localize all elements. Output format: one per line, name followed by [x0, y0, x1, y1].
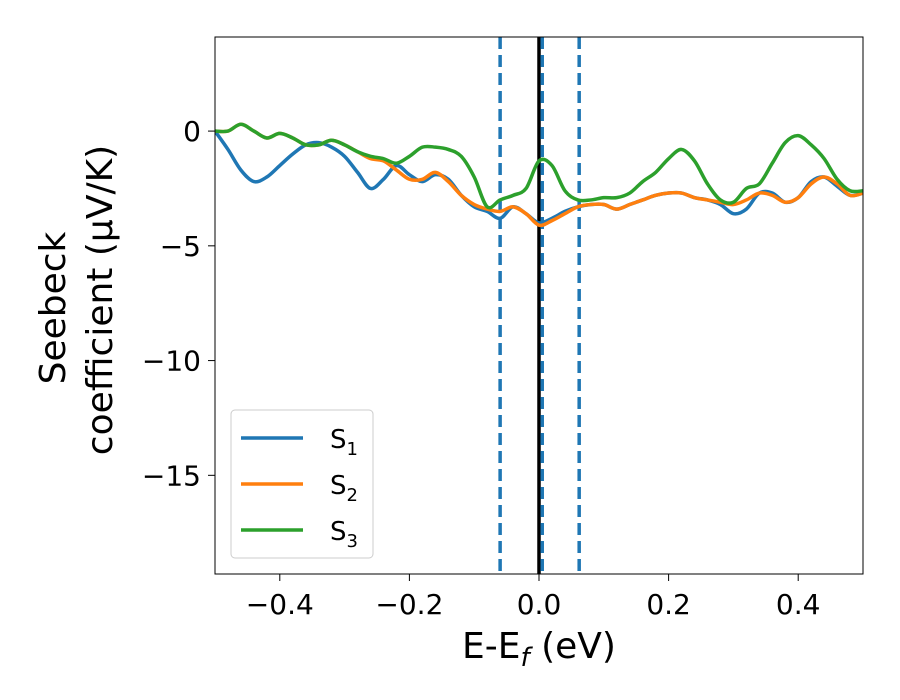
x-tick-label: −0.4	[246, 588, 314, 621]
x-tick-label: 0.0	[517, 588, 562, 621]
x-tick-label: 0.4	[776, 588, 821, 621]
y-axis-title-line2: coefficient (μV/K)	[80, 145, 121, 455]
y-tick-label: −5	[160, 230, 201, 263]
y-axis: 0 −5 −10 −15	[142, 115, 215, 492]
x-tick-label: 0.2	[646, 588, 691, 621]
y-tick-label: −15	[142, 459, 201, 492]
y-axis-title: Seebeck coefficient (μV/K)	[33, 145, 121, 455]
legend-label-s1: S1	[330, 425, 358, 460]
legend-label-s2: S2	[330, 471, 358, 506]
series-lines	[215, 122, 863, 228]
y-tick-label: −10	[142, 345, 201, 378]
series-line-s3	[215, 122, 863, 210]
y-axis-title-line1: Seebeck	[33, 231, 74, 384]
x-axis-title: E-Ef (eV)	[462, 626, 616, 673]
x-axis: −0.4 −0.2 0.0 0.2 0.4	[246, 574, 821, 621]
legend: S1 S2 S3	[230, 409, 374, 559]
y-tick-label: 0	[183, 115, 201, 148]
x-tick-label: −0.2	[375, 588, 443, 621]
vertical-reference-lines	[498, 37, 581, 574]
legend-label-s3: S3	[330, 517, 358, 552]
